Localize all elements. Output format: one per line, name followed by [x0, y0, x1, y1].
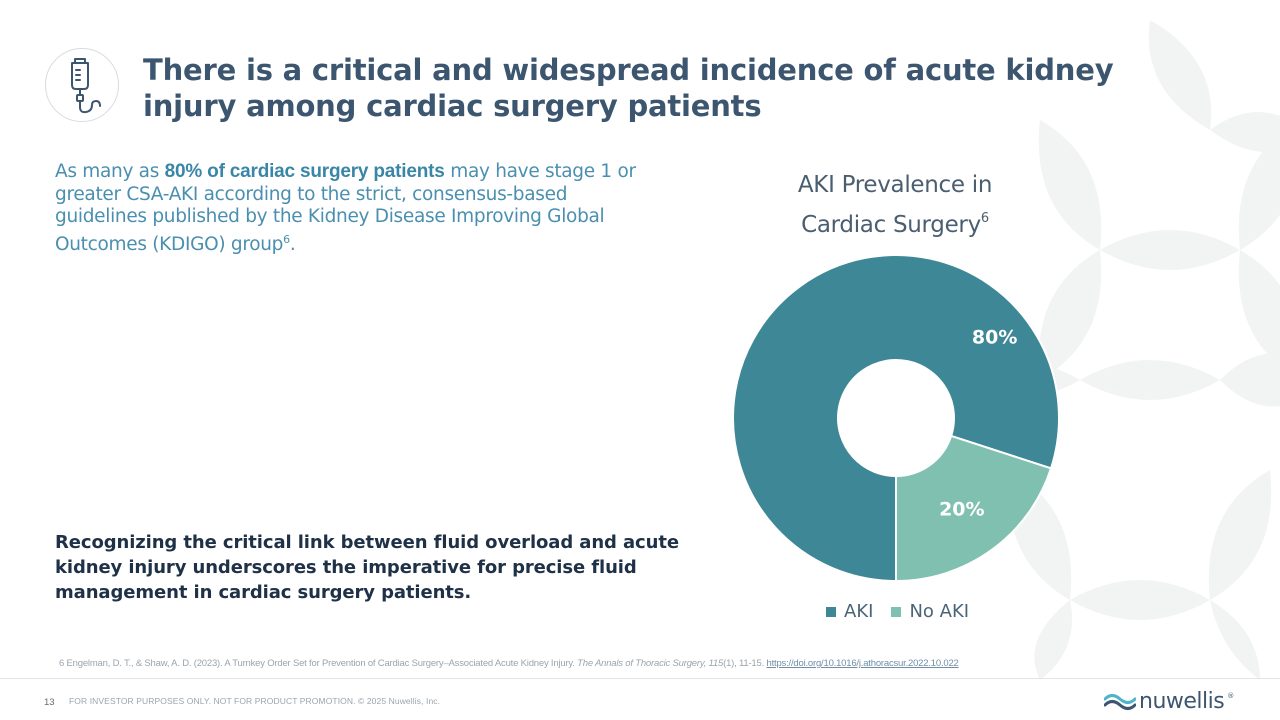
donut-label-no-aki: 20%: [939, 499, 984, 521]
closing-statement: Recognizing the critical link between fl…: [55, 532, 679, 603]
nuwellis-logo: nuwellis ®: [1104, 686, 1234, 716]
reference-text: 6 Engelman, D. T., & Shaw, A. D. (2023).…: [59, 658, 578, 669]
reference-doi-link[interactable]: https://doi.org/10.1016/j.athoracsur.202…: [766, 658, 959, 669]
intro-citation: 6: [283, 232, 290, 246]
legend-label-no-aki: No AKI: [909, 601, 970, 622]
chart-title-citation: 6: [980, 211, 989, 226]
legend-item-no-aki: No AKI: [891, 601, 969, 622]
intro-highlight: 80% of cardiac surgery patients: [164, 161, 445, 182]
legend-item-aki: AKI: [826, 601, 873, 622]
donut-chart: 80% 20%: [732, 254, 1060, 583]
intro-paragraph: As many as 80% of cardiac surgery patien…: [55, 161, 645, 256]
chart-legend: AKI No AKI: [826, 601, 969, 622]
reference-citation: 6 Engelman, D. T., & Shaw, A. D. (2023).…: [59, 658, 1239, 669]
reference-journal: The Annals of Thoracic Surgery, 115: [577, 658, 724, 669]
intro-text-end: .: [289, 233, 296, 255]
logo-registered-mark: ®: [1227, 692, 1235, 700]
chart-title: AKI Prevalence in Cardiac Surgery6: [770, 168, 1020, 242]
donut-label-aki: 80%: [972, 326, 1017, 348]
logo-wordmark: nuwellis: [1139, 688, 1225, 714]
legend-swatch-aki: [826, 606, 836, 617]
chart-title-text: AKI Prevalence in Cardiac Surgery: [797, 172, 993, 238]
footer-divider: [0, 678, 1280, 679]
donut-slice-no-aki: [895, 434, 1053, 583]
page-number: 13: [44, 697, 55, 708]
legend-swatch-no-aki: [891, 606, 902, 617]
intro-text-rest: may have stage 1 or greater CSA-AKI acco…: [55, 161, 636, 255]
logo-wave-icon: [1104, 694, 1136, 710]
slide-title: There is a critical and widespread incid…: [143, 53, 1114, 123]
iv-drip-bag-icon: [45, 48, 119, 122]
donut-slice-aki: [732, 254, 1060, 583]
footer-disclaimer: FOR INVESTOR PURPOSES ONLY. NOT FOR PROD…: [69, 696, 441, 706]
legend-label-aki: AKI: [844, 601, 874, 622]
intro-text-start: As many as: [55, 161, 165, 182]
reference-issue: (1), 11-15.: [723, 658, 767, 669]
